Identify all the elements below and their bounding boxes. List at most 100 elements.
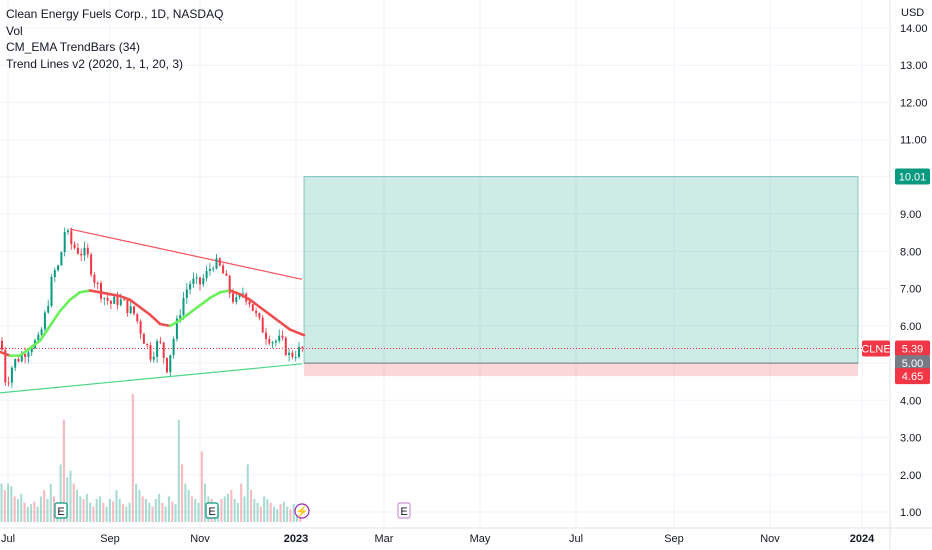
ema-trendbars [0,289,306,357]
candle-body [80,253,83,256]
candle-body [238,294,241,298]
candle-body [248,301,251,305]
volume-bar [43,490,46,522]
candle-body [218,258,221,266]
indicator-trend-lines[interactable]: Trend Lines v2 (2020, 1, 1, 20, 3) [6,56,183,71]
volume-bar [144,498,148,522]
candle-body [119,299,122,305]
indicator-vol[interactable]: Vol [6,23,23,38]
earnings-marker[interactable]: E [205,502,219,519]
volume-bar [246,464,249,522]
indicator-ema-trendbars[interactable]: CM_EMA TrendBars (34) [6,40,141,54]
volume-bar [204,483,207,522]
ema-segment [78,289,92,294]
marker-label: E [400,506,407,518]
volume-bar [59,464,62,522]
candle-body [202,278,205,285]
dividend-marker[interactable]: ⚡ [294,503,310,519]
ema-segment [18,346,32,357]
ema-segment [118,294,132,302]
ema-segment [68,291,82,302]
volume-bar [10,486,13,522]
price-tag-label: 5.00 [902,358,923,370]
volume-bar [259,506,262,522]
candle-body [17,358,20,362]
volume-bar [49,483,52,522]
volume-bar [253,498,256,522]
volume-bar [151,506,154,522]
price-axis-tick: 2.00 [900,470,921,482]
volume-bar [233,498,236,522]
candle-body [57,265,60,271]
candle-body [291,352,294,357]
time-axis-tick: Nov [190,533,210,545]
candle-body [60,252,63,266]
volume-bar [39,496,42,522]
price-axis-tick: 3.00 [900,433,921,445]
earnings-marker[interactable]: E [397,502,411,519]
candle-body [116,296,119,305]
volume-bar [92,506,95,522]
candle-body [7,382,10,384]
time-axis-tick: Nov [760,533,780,545]
volume-bar [118,498,121,522]
candle-body [86,247,89,255]
candle-body [169,355,172,373]
candle-body [205,271,208,279]
candle-body [47,306,50,313]
candle-body [113,296,116,304]
candle-body [159,341,162,343]
candle-body [265,332,267,340]
volume-bar [161,502,164,522]
candle-body [37,334,40,341]
candle-body [30,348,33,353]
time-axis-tick: Sep [100,533,120,545]
ema-segment [188,304,202,315]
trend-lines[interactable] [0,228,303,394]
candle-body [241,293,244,295]
marker-circle [294,503,310,519]
candle-body [142,333,145,344]
volume-bar [148,502,151,522]
long-position-tool[interactable] [0,176,890,377]
price-tag [895,355,930,372]
candle-body [182,297,185,316]
volume-bar [177,419,180,522]
volume-bar [289,509,292,522]
price-axis-tick: 9.00 [900,209,921,221]
candle-body [70,230,73,245]
volume-bar [72,483,75,522]
volume-bar [266,498,269,522]
candle-body [162,342,165,358]
volume-bar [164,506,167,522]
earnings-marker[interactable]: E [54,502,68,519]
price-axis[interactable]: USD 1.00 2.00 3.00 4.00 5.00 6.00 7.00 8.00 9.00 1… [900,7,928,519]
ema-segment [248,298,262,309]
time-axis[interactable]: Jul Sep Nov 2023 Mar May Jul Sep Nov 2024 [1,533,875,545]
ema-segment [208,291,222,300]
target-zone [303,176,859,364]
candle-body [298,346,300,357]
candle-body [50,277,53,307]
candle-body [222,265,225,274]
ema-segment [288,328,306,337]
candle-body [93,274,96,283]
candle-body [288,352,291,356]
ema-segment [58,298,72,313]
volume-bar [7,483,10,522]
volume-bar [79,496,82,522]
candle-body [146,343,149,346]
volume-bar [138,490,141,522]
candle-body [199,277,201,285]
event-markers[interactable]: E E ⚡ E [54,502,411,519]
candle-body [271,342,274,344]
symbol-title[interactable]: Clean Energy Fuels Corp., 1D, NASDAQ [6,7,224,21]
support-line [0,363,303,394]
volume-bar [26,506,29,522]
candle-body [225,273,228,276]
volume-bar [141,496,144,522]
volume-bar [174,504,177,522]
time-axis-tick: Jul [569,533,583,545]
volume-bar [85,493,88,522]
